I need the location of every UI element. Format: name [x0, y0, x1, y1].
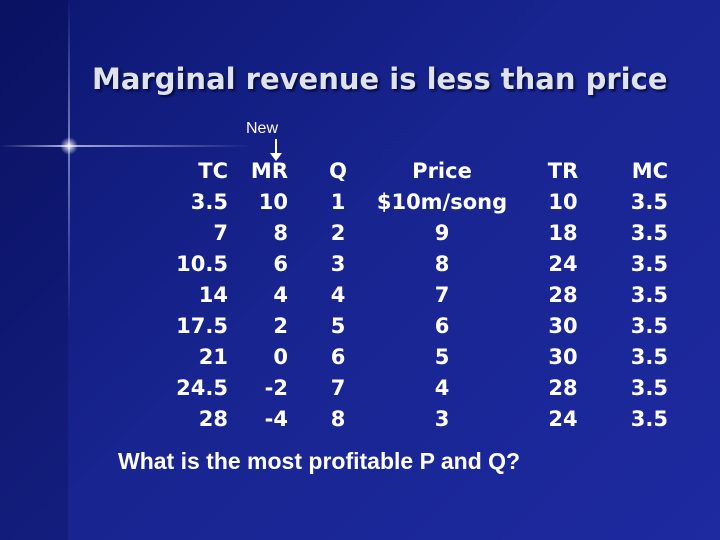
cell-price: 9	[434, 221, 450, 245]
cell-mc: 3.5	[630, 221, 668, 245]
cell-price: 3	[434, 407, 450, 431]
cell-tc: 17.5	[176, 314, 228, 338]
cell-mr: 2	[273, 314, 288, 338]
cell-q: 4	[330, 283, 346, 307]
cell-tc: 21	[198, 345, 228, 369]
header-tc: TC	[198, 159, 228, 183]
cell-tr: 10	[548, 190, 578, 214]
cell-q: 5	[330, 314, 346, 338]
arrow-head-icon	[270, 153, 282, 161]
cell-mc: 3.5	[630, 190, 668, 214]
cell-tc: 14	[198, 283, 228, 307]
header-tr: TR	[547, 159, 579, 183]
cell-tr: 28	[548, 376, 578, 400]
sparkle-icon	[60, 137, 78, 155]
cell-mc: 3.5	[630, 314, 668, 338]
header-q: Q	[329, 159, 347, 183]
header-price: Price	[412, 159, 472, 183]
horizontal-light-streak	[0, 145, 720, 147]
cell-mr: 8	[273, 221, 288, 245]
cell-tr: 28	[548, 283, 578, 307]
left-decorative-band	[0, 0, 68, 540]
cell-price: 7	[434, 283, 450, 307]
cell-mr: -4	[264, 407, 288, 431]
cell-price: 5	[434, 345, 450, 369]
cell-q: 6	[330, 345, 346, 369]
cell-mr: 4	[273, 283, 288, 307]
cell-mr: -2	[264, 376, 288, 400]
cell-tc: 10.5	[176, 252, 228, 276]
cell-tc: 3.5	[190, 190, 228, 214]
cell-tr: 24	[548, 407, 578, 431]
header-mc: MC	[631, 159, 668, 183]
cell-q: 8	[330, 407, 346, 431]
header-mr: MR	[250, 159, 288, 183]
cell-price: 6	[434, 314, 450, 338]
cell-q: 7	[330, 376, 346, 400]
cell-q: 1	[330, 190, 346, 214]
question-text: What is the most profitable P and Q?	[118, 448, 521, 474]
cell-mc: 3.5	[630, 345, 668, 369]
cell-q: 3	[330, 252, 346, 276]
arrow-down-icon	[275, 139, 277, 155]
vertical-light-streak	[68, 0, 70, 540]
cell-price: 4	[434, 376, 450, 400]
cell-tc: 28	[198, 407, 228, 431]
cell-mr: 10	[258, 190, 288, 214]
cell-price: $10m/song	[376, 190, 508, 214]
cell-q: 2	[330, 221, 346, 245]
new-annotation: New	[246, 120, 279, 137]
cell-mc: 3.5	[630, 407, 668, 431]
cell-mr: 6	[273, 252, 288, 276]
cell-price: 8	[434, 252, 450, 276]
cell-tr: 18	[548, 221, 578, 245]
slide-title: Marginal revenue is less than price	[92, 62, 668, 96]
cell-tc: 24.5	[176, 376, 228, 400]
cell-mc: 3.5	[630, 252, 668, 276]
cell-mc: 3.5	[630, 376, 668, 400]
cell-tr: 24	[548, 252, 578, 276]
cell-tr: 30	[548, 345, 578, 369]
cell-tc: 7	[213, 221, 228, 245]
cell-tr: 30	[548, 314, 578, 338]
cell-mc: 3.5	[630, 283, 668, 307]
cell-mr: 0	[273, 345, 288, 369]
